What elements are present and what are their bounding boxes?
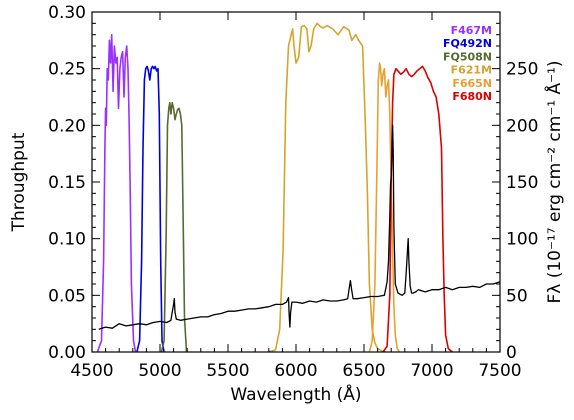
y-axis-right-title: Fλ (10⁻¹⁷ erg cm⁻² cm⁻¹ Å⁻¹) bbox=[543, 60, 565, 303]
series-line-fq492n bbox=[136, 65, 165, 353]
y-left-tick-label: 0.25 bbox=[48, 60, 86, 80]
ticks-layer: 4500 5000 5500 6000 6500 7000 7500 0.00 0.05 0.10… bbox=[48, 3, 538, 381]
legend-entry-fq508n: FQ508N bbox=[443, 50, 492, 63]
x-tick-label: 6500 bbox=[342, 361, 385, 381]
y-left-tick-label: 0.15 bbox=[48, 173, 86, 193]
x-tick-label: 4500 bbox=[70, 361, 113, 381]
x-tick-label: 5500 bbox=[206, 361, 249, 381]
series-line-f467m bbox=[96, 33, 137, 353]
y-axis-left-title: Throughput bbox=[9, 132, 29, 232]
x-tick-label: 5000 bbox=[138, 361, 181, 381]
y-right-tick-label: 50 bbox=[506, 286, 528, 306]
y-left-tick-label: 0.00 bbox=[48, 343, 86, 363]
series-line-f680n bbox=[382, 65, 453, 353]
x-axis-title: Wavelength (Å) bbox=[230, 383, 361, 405]
series-line-f665n bbox=[368, 62, 401, 353]
legend-entry-f621m: F621M bbox=[451, 64, 492, 77]
y-right-tick-label: 200 bbox=[506, 116, 538, 136]
y-right-tick-label: 0 bbox=[506, 343, 517, 363]
y-right-tick-label: 150 bbox=[506, 173, 538, 193]
series-line-spectrum bbox=[98, 124, 501, 330]
y-left-tick-label: 0.20 bbox=[48, 116, 86, 136]
y-left-tick-label: 0.10 bbox=[48, 230, 86, 250]
y-right-tick-label: 100 bbox=[506, 230, 538, 250]
legend-entry-fq492n: FQ492N bbox=[443, 37, 492, 50]
x-tick-label: 7500 bbox=[478, 361, 521, 381]
y-right-tick-label: 250 bbox=[506, 60, 538, 80]
legend-entry-f680n: F680N bbox=[452, 90, 492, 103]
x-tick-label: 7000 bbox=[410, 361, 453, 381]
legend-entry-f467m: F467M bbox=[451, 24, 492, 37]
y-left-tick-label: 0.30 bbox=[48, 3, 86, 23]
series-line-fq508n bbox=[160, 101, 188, 353]
series-line-f621m bbox=[268, 22, 387, 353]
y-left-tick-label: 0.05 bbox=[48, 286, 86, 306]
legend-entry-f665n: F665N bbox=[452, 77, 492, 90]
x-tick-label: 6000 bbox=[274, 361, 317, 381]
series-layer bbox=[96, 22, 501, 353]
